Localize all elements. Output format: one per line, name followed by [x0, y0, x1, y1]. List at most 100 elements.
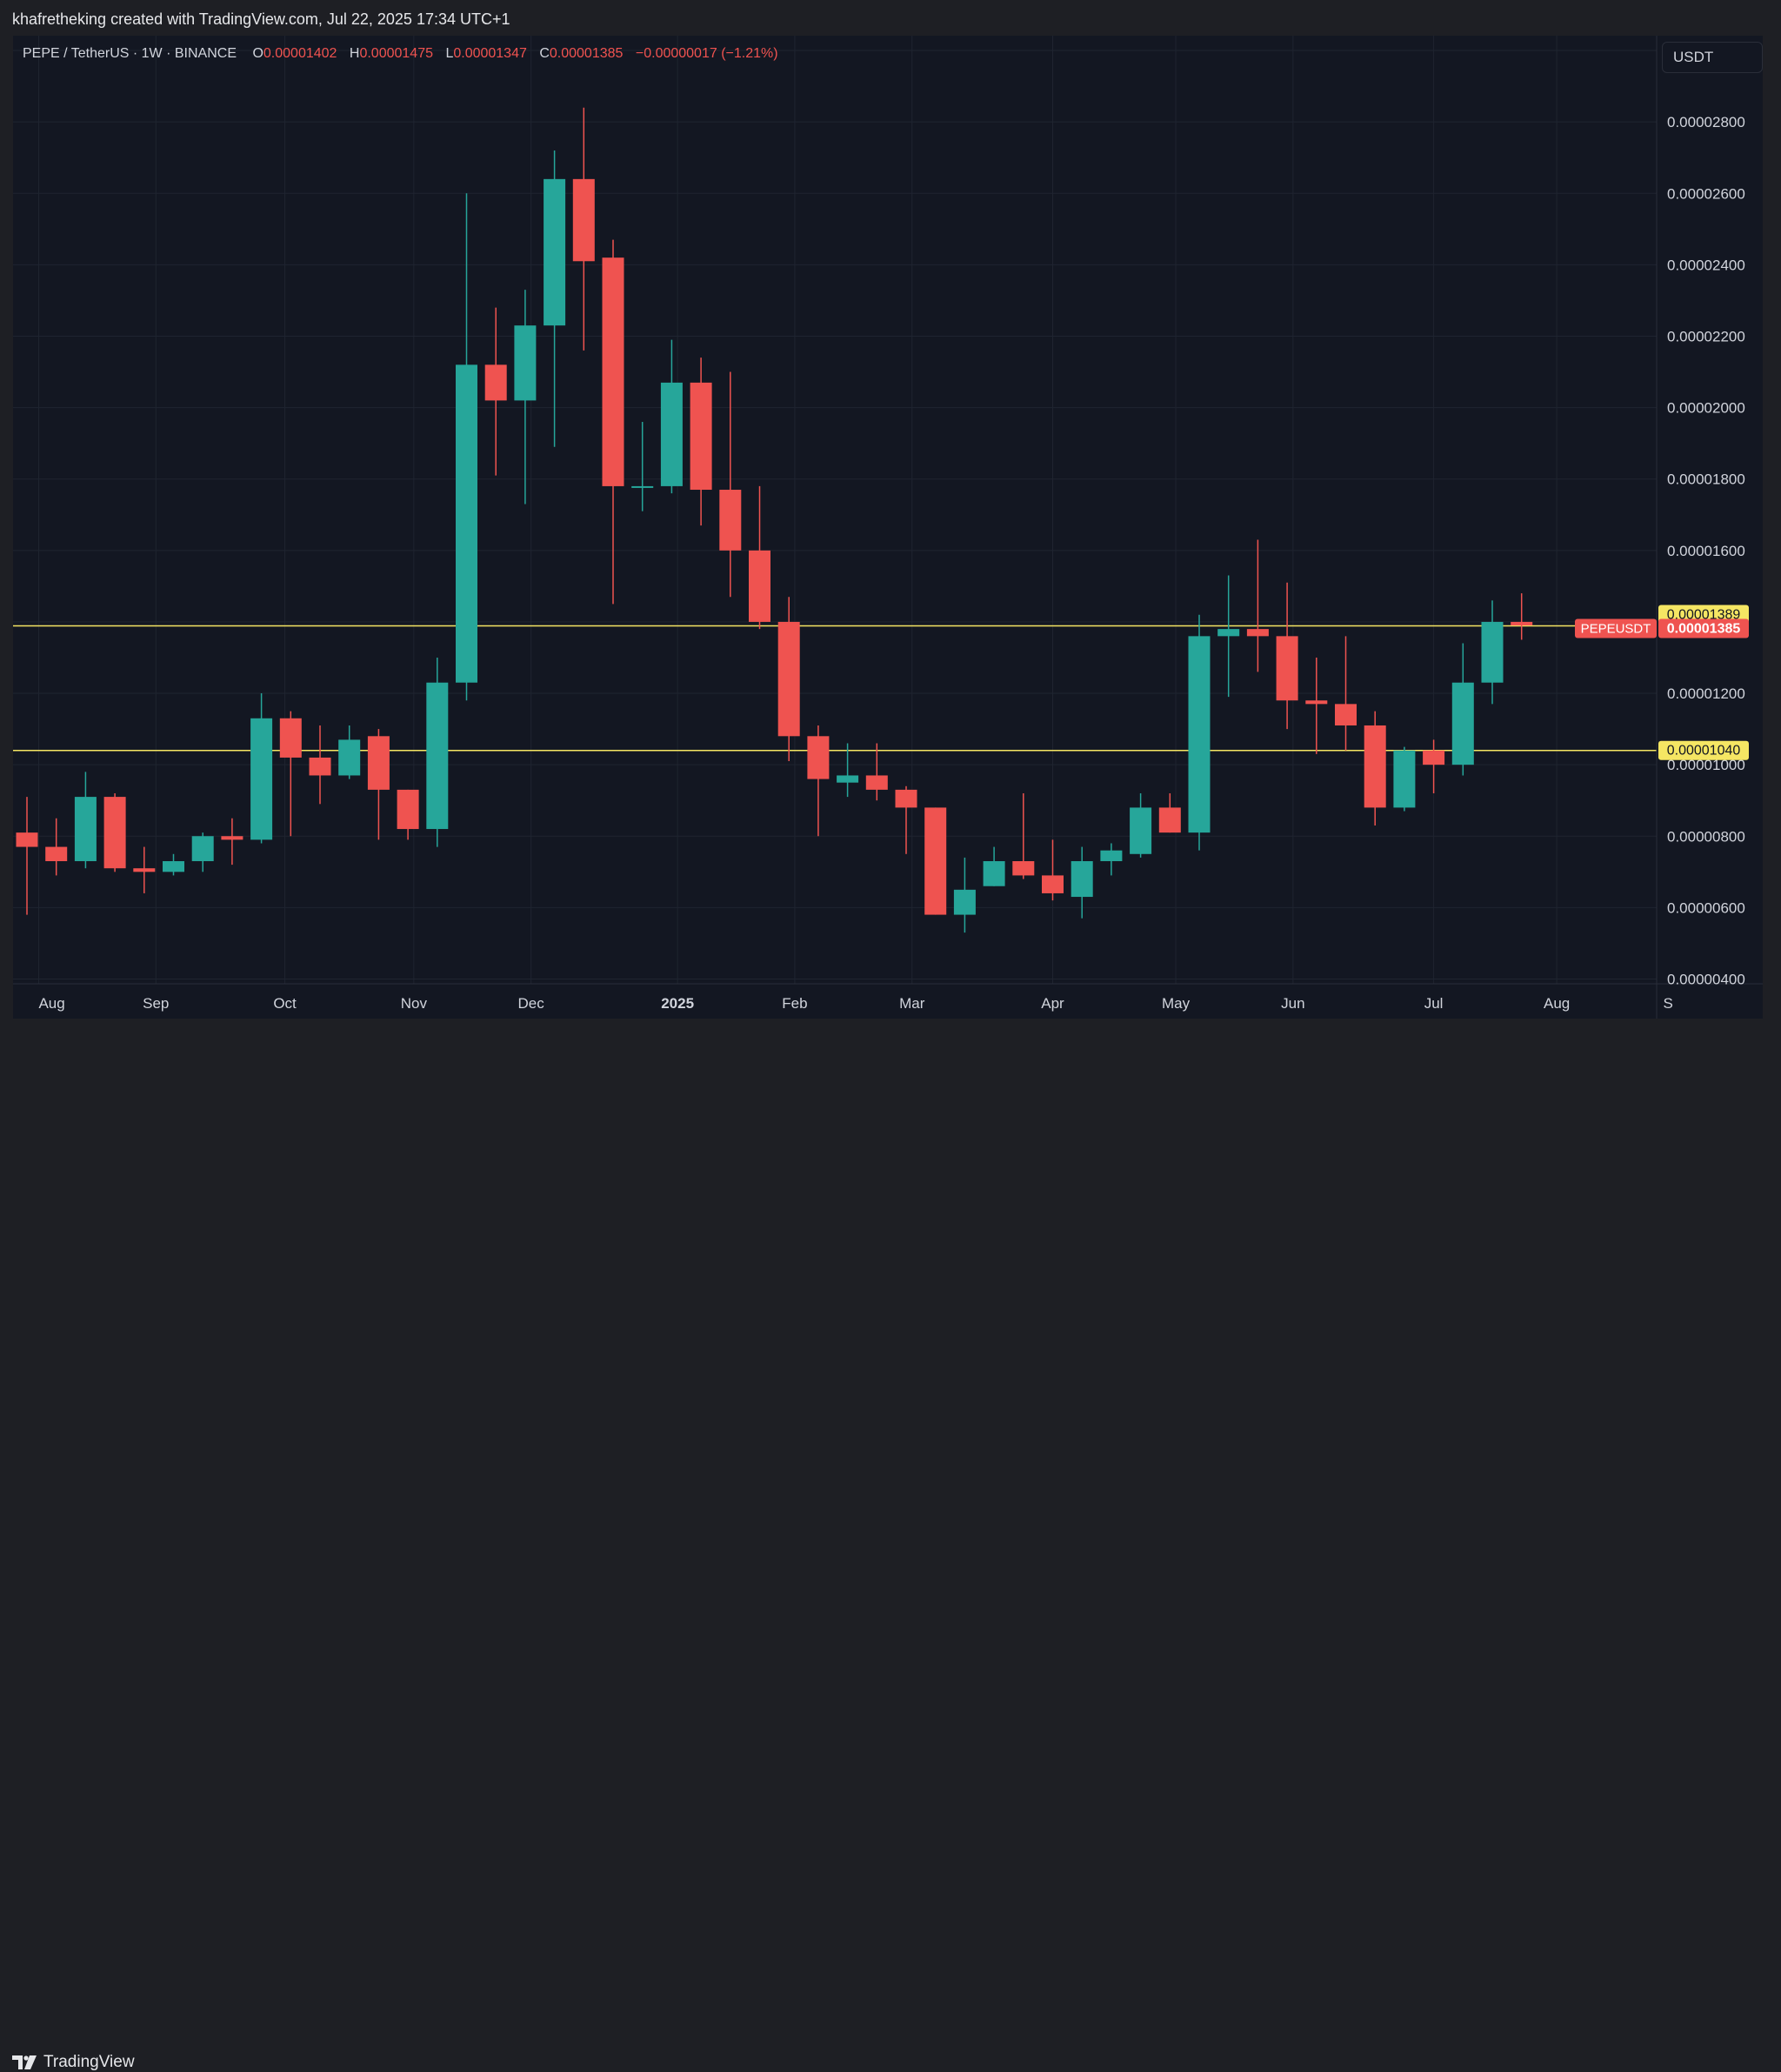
candle-body-down: [1511, 621, 1533, 626]
grid-lines: [13, 36, 1657, 984]
candle-body-down: [1423, 750, 1445, 765]
candle-body-up: [1130, 807, 1152, 854]
x-tick-label: Oct: [273, 995, 297, 1012]
candle-body-down: [924, 807, 947, 915]
candle-body-down: [1012, 860, 1035, 876]
top-bar: khafretheking created with TradingView.c…: [0, 0, 1781, 35]
y-tick-label: 0.00002200: [1667, 328, 1745, 344]
candle-body-down: [895, 789, 917, 808]
candle-body-down: [1364, 725, 1386, 808]
x-tick-label: Jun: [1281, 995, 1304, 1012]
hline-price-label: 0.00001389: [1667, 607, 1741, 622]
candle-body-up: [631, 485, 654, 488]
candle-body-down: [16, 832, 38, 847]
candle-body-up: [338, 739, 361, 776]
candle-body-up: [426, 682, 449, 830]
currency-button[interactable]: USDT: [1662, 42, 1763, 73]
legend-high-label: H: [349, 46, 360, 61]
x-tick-label: Aug: [1544, 995, 1570, 1012]
candle-body-down: [1042, 875, 1064, 893]
candle-body-up: [837, 775, 859, 783]
candle-body-up: [1451, 682, 1474, 765]
symbol-tag-label: PEPEUSDT: [1581, 621, 1651, 636]
candle-body-down: [602, 257, 624, 486]
x-tick-label: Nov: [401, 995, 428, 1012]
candle-body-down: [690, 382, 712, 491]
legend-close-value: 0.00001385: [549, 46, 624, 61]
tradingview-brand[interactable]: TradingView: [12, 2053, 135, 2072]
candle-body-down: [1335, 704, 1357, 725]
candle-body-up: [250, 718, 273, 840]
candle-body-down: [309, 757, 331, 776]
candle-body-down: [719, 490, 742, 551]
candle-body-down: [749, 550, 770, 622]
candle-body-up: [1217, 629, 1240, 637]
candle-body-up: [953, 889, 976, 915]
legend-change: −0.00000017 (−1.21%): [635, 46, 778, 61]
tradingview-logo-icon: [12, 2055, 37, 2069]
symbol-legend: PEPE / TetherUS · 1W · BINANCE O0.000014…: [23, 46, 778, 62]
y-tick-label: 0.00000400: [1667, 971, 1745, 987]
candle-body-down: [367, 736, 390, 790]
x-tick-label: Dec: [518, 995, 545, 1012]
candle-body-up: [660, 382, 683, 486]
candle-body-down: [1276, 636, 1298, 701]
x-tick-label: Jul: [1424, 995, 1444, 1012]
footer-bar: TradingView: [0, 1021, 1781, 2071]
y-tick-label: 0.00000600: [1667, 899, 1745, 916]
candle-body-down: [103, 797, 126, 869]
candle-body-down: [1246, 629, 1269, 637]
x-tick-label: S: [1664, 995, 1673, 1012]
x-tick-label: 2025: [661, 995, 694, 1012]
candle-body-down: [133, 868, 156, 872]
x-tick-label: Feb: [782, 995, 807, 1012]
symbol-tag: [1575, 618, 1657, 638]
y-tick-label: 0.00000800: [1667, 828, 1745, 845]
candle-body-up: [163, 860, 184, 872]
candle-body-up: [1393, 750, 1416, 808]
y-tick-label: 0.00001000: [1667, 757, 1745, 773]
candle-body-up: [456, 364, 477, 683]
y-tick-label: 0.00001600: [1667, 543, 1745, 559]
candle-body-up: [74, 797, 97, 861]
candle-body-up: [983, 860, 1005, 886]
candle-body-down: [572, 178, 595, 262]
candle-body-up: [544, 178, 566, 326]
legend-open-label: O: [252, 46, 263, 61]
candle-body-down: [777, 621, 800, 737]
price-axis[interactable]: 0.00000400 0.00000600 0.00000800 0.00001000…: [1667, 43, 1745, 987]
currency-button-label: USDT: [1673, 49, 1714, 65]
legend-open-value: 0.00001402: [263, 46, 337, 61]
price-tags: 0.00001389 0.00001040 PEPEUSDT 0.00001385: [1575, 605, 1749, 760]
legend-low-label: L: [445, 46, 454, 61]
price-chart[interactable]: 0.00000400 0.00000600 0.00000800 0.00001000…: [0, 0, 1781, 1066]
y-tick-label: 0.00002000: [1667, 400, 1745, 417]
candle-body-up: [1100, 850, 1123, 861]
y-tick-label: 0.00001200: [1667, 685, 1745, 702]
y-tick-label: 0.00001800: [1667, 471, 1745, 488]
attribution-text: khafretheking created with TradingView.c…: [12, 10, 510, 28]
x-tick-label: May: [1162, 995, 1191, 1012]
candle-body-down: [865, 775, 888, 790]
x-tick-label: Sep: [143, 995, 169, 1012]
candle-body-down: [484, 364, 507, 401]
x-tick-label: Aug: [38, 995, 64, 1012]
y-tick-label: 0.00002400: [1667, 257, 1745, 273]
x-tick-label: Apr: [1041, 995, 1064, 1012]
legend-close-label: C: [539, 46, 550, 61]
y-tick-label: 0.00002600: [1667, 185, 1745, 202]
candle-body-down: [279, 718, 302, 758]
legend-symbol[interactable]: PEPE / TetherUS · 1W · BINANCE: [23, 46, 237, 61]
candle-body-down: [1158, 807, 1181, 833]
tradingview-brand-label: TradingView: [43, 2053, 135, 2071]
time-axis[interactable]: Aug Sep Oct Nov Dec 2025 Feb Mar Apr May Jun Jul Aug…: [38, 995, 1672, 1012]
hline-price-label: 0.00001040: [1667, 744, 1741, 759]
legend-low-value: 0.00001347: [453, 46, 527, 61]
candles: [16, 107, 1533, 933]
hline-price-tag: [1658, 740, 1749, 760]
candle-body-down: [807, 736, 830, 779]
candle-body-up: [1071, 860, 1093, 898]
candle-body-down: [45, 846, 68, 861]
candle-body-up: [1481, 621, 1504, 683]
x-tick-label: Mar: [899, 995, 925, 1012]
